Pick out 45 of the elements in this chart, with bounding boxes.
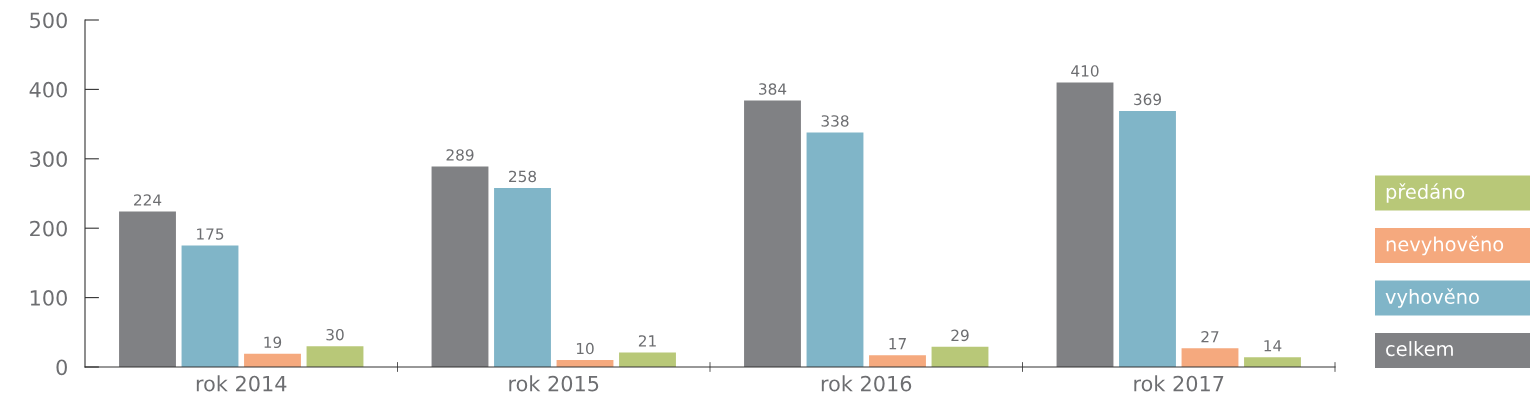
data-label: 369	[1134, 93, 1162, 106]
data-label: 384	[759, 83, 787, 95]
x-tick-label: rok 2014	[196, 375, 287, 392]
y-tick-label: 100	[30, 290, 67, 306]
bar	[1244, 357, 1301, 367]
y-tick-label: 400	[29, 81, 67, 98]
x-tick-label: rok 2016	[821, 375, 912, 392]
bar	[869, 355, 926, 367]
data-label: 289	[446, 149, 474, 161]
bar	[744, 100, 801, 367]
data-label: 21	[638, 335, 656, 347]
bar	[619, 352, 676, 367]
data-label: 29	[951, 329, 969, 342]
text: celkem	[1386, 341, 1453, 357]
text: předáno	[1386, 183, 1465, 203]
data-label: 258	[509, 170, 537, 183]
bar	[1056, 82, 1114, 367]
bar	[806, 132, 864, 367]
data-label: 19	[264, 336, 282, 349]
data-label: 224	[134, 194, 162, 206]
bar	[431, 166, 489, 367]
data-label: 410	[1071, 65, 1099, 77]
data-label: 30	[326, 328, 344, 341]
bar	[306, 346, 364, 367]
y-tick-label: 500	[30, 12, 67, 29]
x-tick-label: rok 2015	[509, 375, 599, 392]
data-label: 175	[197, 228, 224, 240]
data-label: 338	[821, 115, 849, 127]
bar	[1181, 348, 1239, 367]
bar	[931, 346, 989, 367]
text: vyhověno	[1385, 288, 1479, 308]
y-tick-label: 300	[30, 151, 67, 168]
data-label: 17	[889, 338, 906, 350]
bar	[244, 353, 301, 367]
y-tick-label: 200	[30, 220, 67, 237]
bar	[119, 211, 176, 367]
text: nevyhověno	[1386, 235, 1504, 256]
bar	[1119, 110, 1176, 367]
x-tick-label: rok 2017	[1134, 375, 1224, 392]
data-label: 10	[576, 342, 594, 355]
y-tick-label: 0	[56, 359, 67, 376]
data-label: 14	[1264, 340, 1282, 352]
bar	[494, 187, 551, 367]
data-label: 27	[1201, 330, 1219, 343]
bar	[181, 245, 239, 367]
